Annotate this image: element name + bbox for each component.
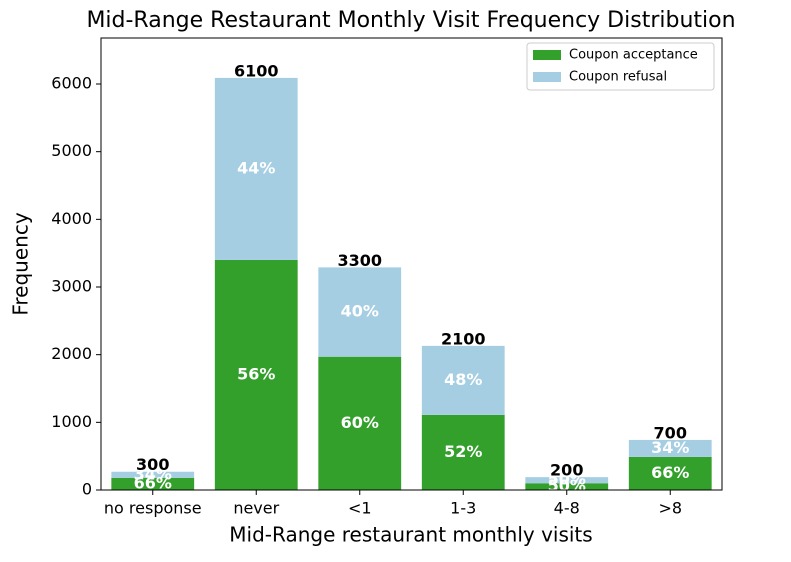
percent-label: 60% <box>341 413 379 432</box>
y-tick-label: 1000 <box>51 412 92 431</box>
x-tick-label: 1-3 <box>450 499 476 518</box>
x-tick-label: <1 <box>348 499 372 518</box>
bar-segment <box>421 345 505 415</box>
x-tick-label: no response <box>104 499 202 518</box>
legend-swatch <box>533 50 561 60</box>
x-tick-label: never <box>233 499 279 518</box>
plot-frame <box>100 37 723 491</box>
bar-segment <box>111 477 195 490</box>
bar-segment <box>628 456 712 490</box>
percent-label: 34% <box>134 464 172 483</box>
chart-title: Mid-Range Restaurant Monthly Visit Frequ… <box>86 8 735 33</box>
bar-segment <box>214 259 298 490</box>
y-tick-label: 5000 <box>51 141 92 160</box>
legend-label: Coupon acceptance <box>569 48 698 63</box>
y-axis-label: Frequency <box>9 212 33 315</box>
total-label: 6100 <box>234 61 279 80</box>
percent-label: 56% <box>237 364 275 383</box>
percent-label: 34% <box>651 438 689 457</box>
y-tick-label: 0 <box>82 480 92 499</box>
bar-segment <box>525 477 609 484</box>
bar-segment <box>214 77 298 260</box>
bar-segment <box>111 471 195 478</box>
percent-label: 66% <box>651 463 689 482</box>
x-tick-label: >8 <box>658 499 682 518</box>
legend-swatch <box>533 72 561 82</box>
bar-segment <box>318 267 402 357</box>
percent-label: 50% <box>548 470 586 489</box>
total-label: 300 <box>136 455 169 474</box>
legend: Coupon acceptance Coupon refusal <box>526 42 715 91</box>
x-tick-label: 4-8 <box>554 499 580 518</box>
total-label: 200 <box>550 461 583 480</box>
total-label: 700 <box>654 423 687 442</box>
percent-label: 52% <box>444 442 482 461</box>
percent-label: 40% <box>341 302 379 321</box>
total-label: 3300 <box>337 251 382 270</box>
percent-label: 66% <box>134 473 172 492</box>
y-tick-label: 4000 <box>51 209 92 228</box>
y-tick-label: 6000 <box>51 74 92 93</box>
legend-frame <box>526 42 715 91</box>
bar-segment <box>525 483 609 490</box>
percent-label: 44% <box>237 158 275 177</box>
y-tick-label: 2000 <box>51 344 92 363</box>
legend-label: Coupon refusal <box>569 70 667 85</box>
y-tick-label: 3000 <box>51 277 92 296</box>
bar-segment <box>421 414 505 490</box>
bar-segment <box>628 439 712 457</box>
x-axis-label: Mid-Range restaurant monthly visits <box>229 523 592 547</box>
bar-segment <box>318 356 402 490</box>
total-label: 2100 <box>441 329 486 348</box>
percent-label: 48% <box>444 370 482 389</box>
